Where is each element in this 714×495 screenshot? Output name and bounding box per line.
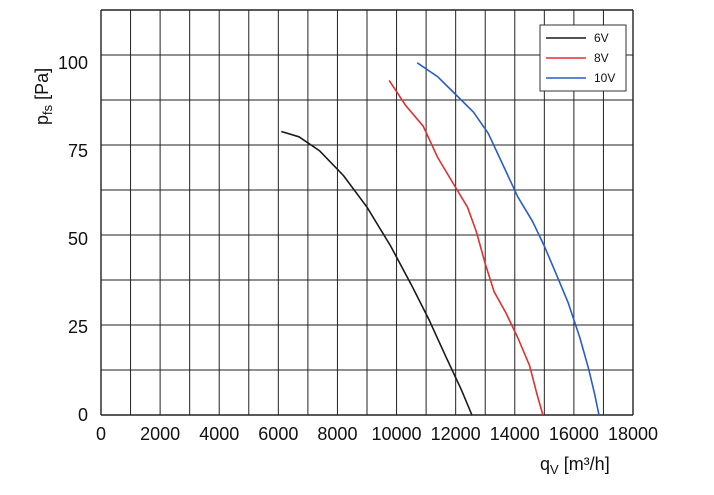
x-tick-label: 8000: [317, 424, 357, 444]
x-tick-label: 2000: [140, 424, 180, 444]
x-tick-label: 10000: [372, 424, 422, 444]
y-tick-label: 75: [68, 141, 88, 161]
y-tick-label: 25: [68, 317, 88, 337]
series-line-10V: [416, 62, 600, 416]
y-tick-label: 50: [68, 229, 88, 249]
series-line-6V: [281, 130, 473, 416]
x-tick-label: 18000: [608, 424, 658, 444]
x-tick-label: 0: [96, 424, 106, 444]
tick-labels: 0 2000 4000 6000 8000 10000 12000 14000 16000 180…: [58, 53, 658, 444]
series-group: [281, 62, 600, 416]
x-tick-label: 16000: [549, 424, 599, 444]
x-axis-label: qV [m³/h]: [540, 454, 610, 477]
series-line-8V: [388, 79, 544, 416]
y-tick-label: 0: [78, 405, 88, 425]
y-tick-label: 100: [58, 53, 88, 73]
grid: [100, 9, 634, 416]
legend-label: 6V: [594, 31, 609, 45]
x-tick-label: 12000: [431, 424, 481, 444]
x-tick-label: 4000: [199, 424, 239, 444]
legend: 6V 8V 10V: [539, 24, 627, 92]
legend-label: 10V: [594, 71, 615, 85]
y-axis-label: pfs [Pa]: [32, 68, 55, 125]
x-tick-label: 6000: [258, 424, 298, 444]
legend-label: 8V: [594, 51, 609, 65]
x-tick-label: 14000: [490, 424, 540, 444]
